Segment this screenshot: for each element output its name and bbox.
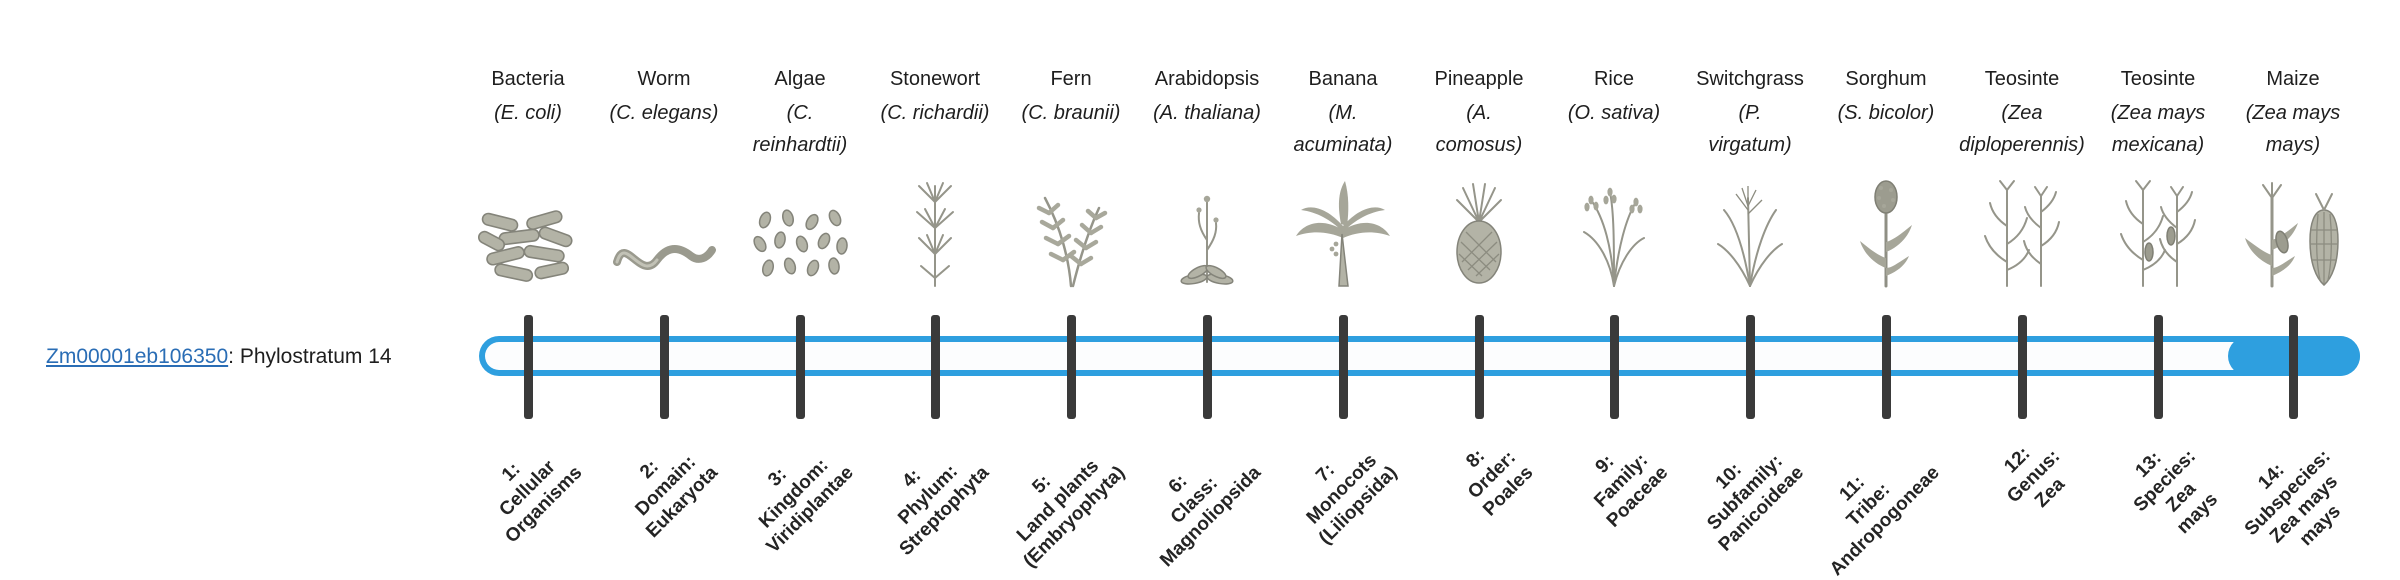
stratum-label: 13: Species: Zea mays: [2129, 445, 2222, 539]
timeline-tick: [1203, 315, 1212, 419]
organism-name: Sorghum: [1845, 68, 1927, 90]
organism-scientific-name: (P. virgatum): [1708, 102, 1792, 156]
organism-name: Bacteria: [491, 68, 565, 90]
stratum-label: 11: Tribe: Andropogoneae: [1826, 462, 1945, 580]
bacteria-illustration: [453, 160, 603, 288]
organism-scientific-name: (Zea mays mexicana): [2110, 102, 2206, 156]
stonewort-illustration: [860, 160, 1010, 288]
organism-scientific-name: (C. reinhardtii): [752, 102, 848, 156]
organism-name: Rice: [1593, 68, 1635, 90]
organism-scientific-name: (O. sativa): [1567, 102, 1661, 124]
gene-caption: : Phylostratum 14: [228, 345, 392, 368]
gene-label: Zm00001eb106350: Phylostratum 14: [46, 343, 392, 370]
maize-illustration: [2218, 160, 2368, 288]
organism-name: Arabidopsis: [1154, 68, 1260, 90]
organism-scientific-name: (C. braunii): [1021, 102, 1121, 124]
stratum-label: 3: Kingdom: Viridiplantae: [755, 454, 859, 558]
stratum-label: 6: Class: Magnoliopsida: [1156, 462, 1266, 572]
organism-scientific-name: (E. coli): [494, 102, 562, 124]
organism-scientific-name: (M. acuminata): [1293, 102, 1393, 156]
timeline-tick: [796, 315, 805, 419]
arabidopsis-illustration: [1132, 160, 1282, 288]
phylostrata-timeline-bar: [479, 336, 2360, 376]
stratum-label: 2: Domain: Eukaryota: [631, 451, 723, 543]
fern-illustration: [996, 160, 1146, 288]
organism-scientific-name: (S. bicolor): [1837, 102, 1935, 124]
organism-name: Maize: [2266, 68, 2320, 90]
timeline-tick: [1067, 315, 1076, 419]
gene-link[interactable]: Zm00001eb106350: [46, 345, 229, 368]
banana-illustration: [1268, 160, 1418, 288]
organism-scientific-name: (Zea mays mays): [2245, 102, 2341, 156]
organism-name: Teosinte: [1984, 68, 2060, 90]
stratum-label: 5: Land plants (Embryophyta): [1012, 455, 1130, 572]
organism-name: Worm: [637, 68, 691, 90]
rice-illustration: [1539, 160, 1689, 288]
organism-scientific-name: (A. comosus): [1435, 102, 1523, 156]
stratum-label: 4: Phylum: Streptophyta: [894, 460, 994, 560]
organism-name: Teosinte: [2120, 68, 2196, 90]
pineapple-illustration: [1404, 160, 1554, 288]
organism-scientific-name: (Zea diploperennis): [1959, 102, 2085, 156]
organism-scientific-name: (C. richardii): [880, 102, 990, 124]
organism-scientific-name: (C. elegans): [609, 102, 719, 124]
stratum-label: 9: Family: Poaceae: [1590, 449, 1673, 532]
organism-name: Banana: [1308, 68, 1378, 90]
stratum-label: 1: Cellular Organisms: [495, 456, 587, 548]
timeline-tick: [524, 315, 533, 419]
timeline-tick: [1746, 315, 1755, 419]
stratum-label: 14: Subspecies: Zea mays mays: [2240, 445, 2345, 551]
organism-name: Algae: [774, 68, 826, 90]
organism-name: Pineapple: [1434, 68, 1524, 90]
worm-illustration: [589, 160, 739, 288]
algae-illustration: [725, 160, 875, 288]
timeline-tick: [1882, 315, 1891, 419]
organism-scientific-name: (A. thaliana): [1153, 102, 1261, 124]
organism-name: Switchgrass: [1696, 68, 1804, 90]
stratum-label: 7: Monocots (Liliopsida): [1302, 450, 1402, 549]
timeline-tick: [660, 315, 669, 419]
timeline-tick: [2154, 315, 2163, 419]
stratum-label: 12: Genus: Zea: [1999, 443, 2069, 512]
organism-name: Fern: [1050, 68, 1092, 90]
timeline-tick: [2018, 315, 2027, 419]
sorghum-illustration: [1811, 160, 1961, 288]
timeline-tick: [2289, 315, 2298, 419]
timeline-tick: [1339, 315, 1348, 419]
timeline-tick: [931, 315, 940, 419]
timeline-tick: [1610, 315, 1619, 419]
switchgrass-illustration: [1675, 160, 1825, 288]
stratum-label: 8: Order: Poales: [1462, 445, 1538, 521]
teosinte-illustration: [2083, 160, 2233, 288]
stratum-label: 10: Subfamily: Panicoideae: [1703, 450, 1809, 556]
teosinte-illustration: [1947, 160, 2097, 288]
organism-name: Stonewort: [889, 68, 981, 90]
timeline-tick: [1475, 315, 1484, 419]
